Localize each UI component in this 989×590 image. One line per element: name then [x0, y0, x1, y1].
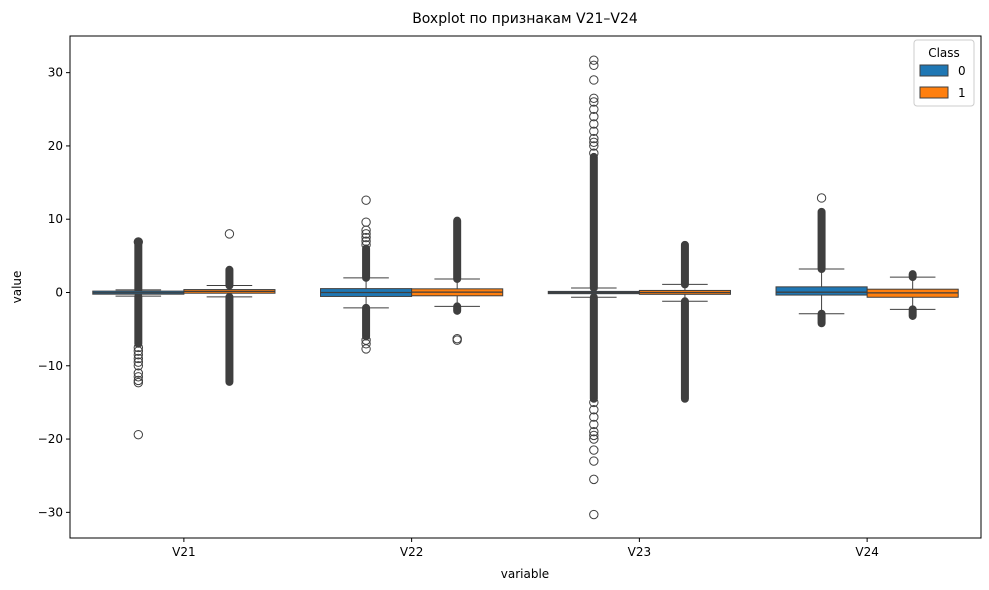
- legend-swatch-class-1: [919, 86, 949, 99]
- outlier-point: [133, 375, 144, 386]
- outlier-point: [589, 55, 599, 65]
- box-V23-class-0: [547, 55, 640, 520]
- y-tick-label: 0: [55, 285, 63, 299]
- box-V24-class-1: [866, 270, 959, 320]
- box-iqr: [775, 286, 868, 296]
- outlier-point: [589, 119, 599, 129]
- y-tick-label: −20: [38, 432, 63, 446]
- outlier-point: [589, 456, 599, 466]
- y-axis: −30 −20 −10 0 10 20 30: [38, 66, 70, 519]
- outlier-point: [589, 126, 599, 136]
- outlier-point: [361, 229, 371, 239]
- outlier-point: [133, 368, 144, 378]
- outlier-point: [589, 474, 599, 485]
- outlier-point: [589, 412, 599, 422]
- outlier-band: [589, 152, 598, 292]
- box-V21-class-0: [92, 237, 185, 440]
- outlier-point: [589, 148, 599, 158]
- plot-frame: [69, 35, 982, 539]
- outlier-point: [589, 137, 599, 147]
- outlier-point: [133, 429, 144, 440]
- outlier-point: [589, 509, 599, 520]
- outlier-point: [589, 104, 599, 114]
- outlier-point: [452, 335, 462, 345]
- outlier-band: [817, 207, 826, 274]
- box-V24-class-0: [775, 193, 868, 328]
- outlier-point: [361, 344, 371, 354]
- outlier-point: [361, 236, 371, 246]
- x-tick-label: V21: [172, 545, 195, 559]
- y-tick-label: −30: [38, 505, 63, 519]
- outlier-point: [133, 237, 144, 247]
- outlier-band: [225, 292, 234, 386]
- outlier-point: [361, 240, 371, 250]
- outlier-point: [133, 346, 144, 356]
- outlier-band: [680, 297, 689, 403]
- outlier-point: [589, 434, 599, 444]
- outlier-band: [362, 303, 371, 341]
- outlier-point: [589, 445, 599, 455]
- chart-title: Boxplot по признакам V21–V24: [412, 11, 638, 27]
- outlier-point: [224, 229, 235, 239]
- x-tick-label: V24: [855, 545, 878, 559]
- outlier-point: [589, 430, 599, 441]
- outlier-band: [134, 292, 143, 348]
- legend: Class 0 1: [913, 39, 975, 107]
- y-axis-label: value: [10, 271, 24, 304]
- outlier-point: [589, 97, 599, 107]
- outlier-point: [133, 350, 144, 360]
- box-V21-class-1: [183, 229, 276, 386]
- box-V22-class-1: [411, 216, 504, 345]
- box-V23-class-1: [638, 240, 731, 403]
- outlier-band: [362, 244, 371, 282]
- outlier-point: [589, 93, 599, 103]
- outlier-band: [453, 216, 462, 283]
- x-tick-label: V23: [628, 545, 651, 559]
- outlier-band: [134, 237, 143, 294]
- outlier-point: [589, 75, 599, 85]
- outlier-point: [133, 361, 144, 371]
- outlier-point: [589, 133, 599, 144]
- legend-title: Class: [928, 46, 960, 60]
- outlier-point: [133, 372, 144, 382]
- outlier-point: [589, 60, 599, 71]
- plot-area: [92, 55, 959, 520]
- outlier-point: [589, 419, 599, 430]
- legend-label-class-1: 1: [958, 86, 966, 100]
- y-tick-label: 20: [48, 139, 63, 153]
- outlier-point: [133, 357, 144, 367]
- outlier-point: [589, 111, 599, 122]
- x-axis: V21 V22 V23 V24: [172, 538, 879, 559]
- outlier-point: [361, 195, 371, 205]
- outlier-point: [589, 397, 599, 408]
- outlier-point: [133, 342, 144, 353]
- outlier-band: [680, 240, 689, 289]
- legend-label-class-0: 0: [958, 64, 966, 78]
- outlier-point: [133, 377, 144, 388]
- x-tick-label: V22: [400, 545, 423, 559]
- box-V22-class-0: [320, 195, 413, 354]
- outlier-point: [361, 339, 371, 349]
- outlier-point: [361, 232, 371, 243]
- y-tick-label: 10: [48, 212, 63, 226]
- outlier-point: [361, 217, 371, 227]
- legend-swatch-class-0: [919, 64, 949, 77]
- outlier-point: [589, 427, 599, 437]
- y-tick-label: 30: [48, 66, 63, 80]
- outlier-band: [589, 293, 598, 403]
- outlier-point: [133, 353, 144, 364]
- outlier-point: [816, 193, 827, 203]
- outlier-point: [589, 141, 599, 151]
- outlier-point: [589, 405, 599, 415]
- y-tick-label: −10: [38, 359, 63, 373]
- x-axis-label: variable: [501, 567, 549, 581]
